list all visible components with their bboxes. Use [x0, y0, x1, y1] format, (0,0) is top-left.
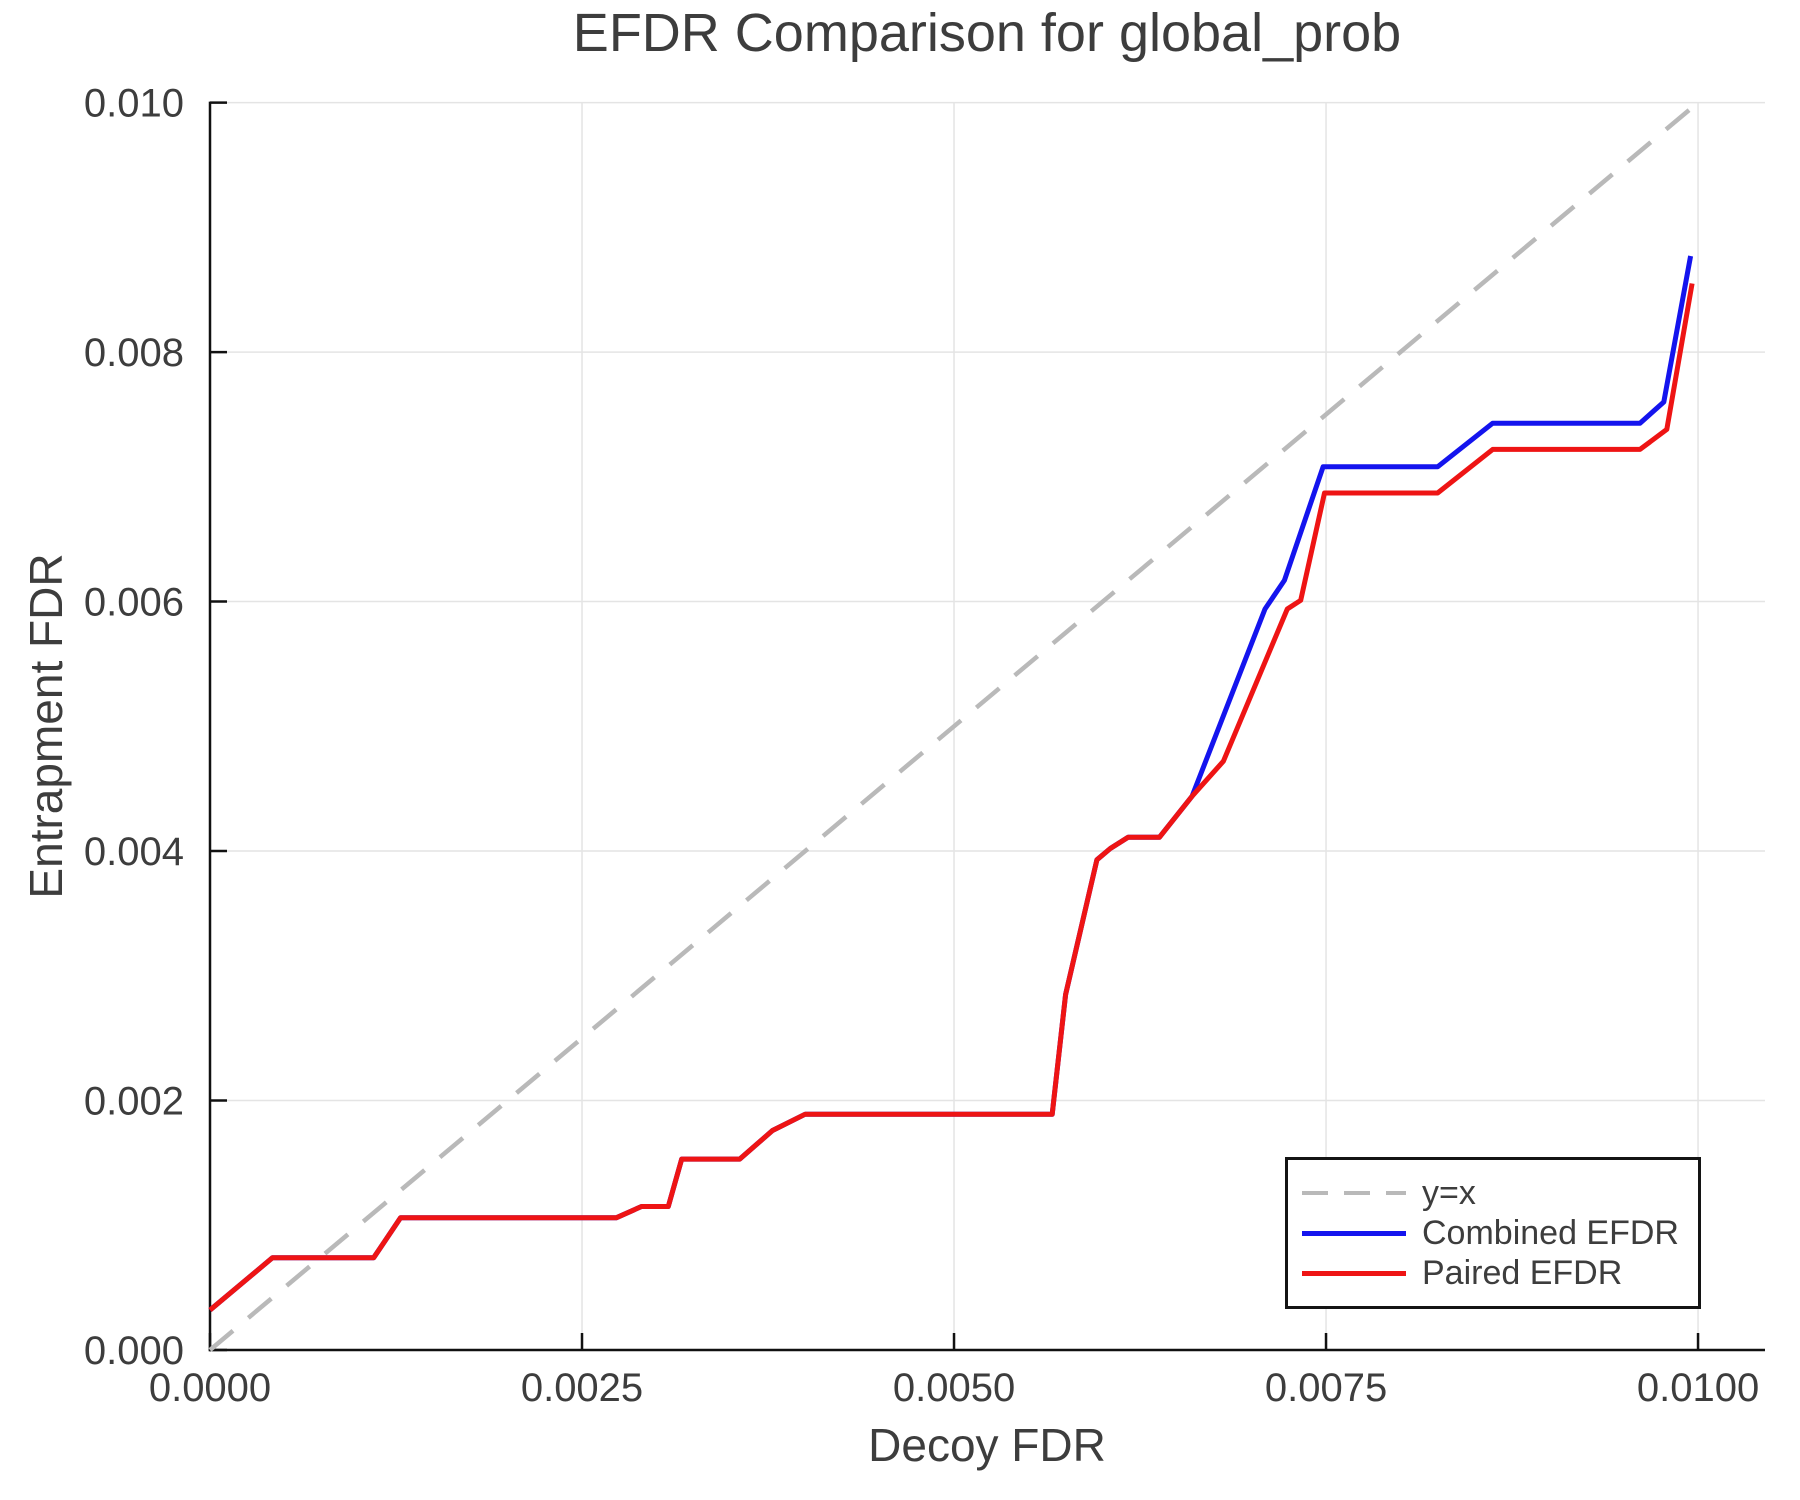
- legend: y=x Combined EFDR Paired EFDR: [1285, 1157, 1701, 1309]
- x-tick-label: 0.0075: [1265, 1366, 1387, 1410]
- y-tick-label: 0.004: [84, 830, 184, 874]
- y-tick-label: 0.010: [84, 82, 184, 126]
- chart-title: EFDR Comparison for global_prob: [572, 3, 1402, 63]
- dashed-line-sample: [1302, 1191, 1406, 1195]
- x-axis-label: Decoy FDR: [868, 1419, 1106, 1471]
- x-tick-label: 0.0025: [521, 1366, 643, 1410]
- series-paired-efdr: [208, 283, 1695, 1313]
- legend-item-combined: Combined EFDR: [1302, 1213, 1698, 1253]
- legend-label: y=x: [1422, 1174, 1476, 1212]
- y-tick-label: 0.006: [84, 581, 184, 625]
- y-tick-label: 0.000: [84, 1329, 184, 1373]
- legend-item-paired: Paired EFDR: [1302, 1253, 1698, 1293]
- x-tick-label: 0.0050: [893, 1366, 1015, 1410]
- red-line-sample: [1302, 1270, 1406, 1276]
- legend-label: Paired EFDR: [1422, 1254, 1623, 1292]
- x-tick-label: 0.0100: [1637, 1366, 1759, 1410]
- series-combined-efdr: [208, 255, 1694, 1313]
- y-tick-label: 0.008: [84, 331, 184, 375]
- series-y-x: [208, 100, 1700, 1352]
- legend-item-diagonal: y=x: [1302, 1173, 1698, 1213]
- y-axis-label: Entrapment FDR: [20, 553, 72, 899]
- legend-label: Combined EFDR: [1422, 1214, 1679, 1252]
- blue-line-sample: [1302, 1230, 1406, 1236]
- x-tick-label: 0.0000: [149, 1366, 271, 1410]
- y-tick-label: 0.002: [84, 1080, 184, 1124]
